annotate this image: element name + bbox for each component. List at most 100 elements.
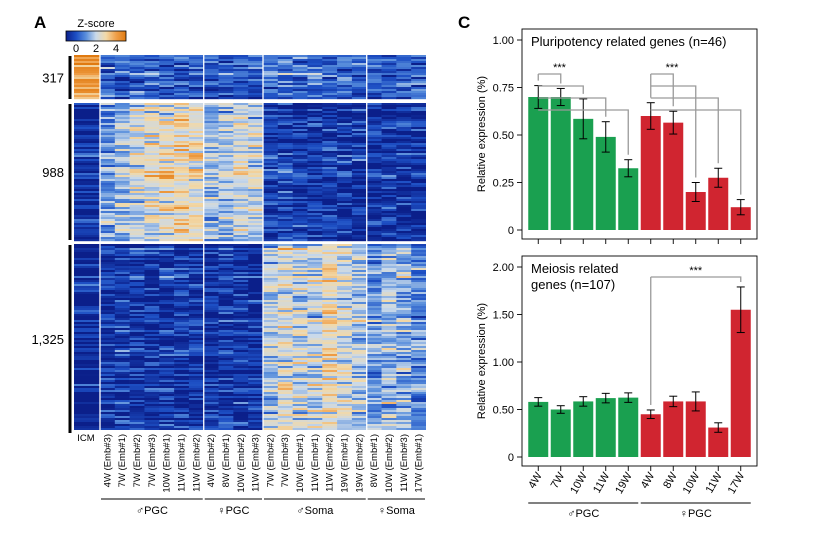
heatmap-cell [366,378,382,381]
heatmap-cell [366,260,382,263]
heatmap-cell [366,177,382,180]
heatmap-cell [174,292,190,295]
heatmap-cell [218,229,234,232]
heatmap-cell [248,318,264,321]
heatmap-cell [292,227,308,230]
heatmap-cell [233,368,249,371]
heatmap-cell [366,83,382,86]
heatmap-cell [174,237,190,240]
heatmap-cell [174,318,190,321]
plot-frame [521,28,758,240]
heatmap-cell [322,217,338,220]
heatmap-cell [351,398,368,401]
heatmap-cell [74,294,101,297]
heatmap-cell [74,370,101,373]
heatmap-cell [263,362,279,365]
heatmap-cell [129,360,145,363]
heatmap-cell [366,354,382,357]
heatmap-cell [366,414,382,417]
heatmap-cell [233,161,249,164]
heatmap-cell [159,85,175,88]
heatmap-cell [351,320,368,323]
heatmap-cell [263,83,279,86]
heatmap-cell [159,264,175,267]
heatmap-cell [144,143,160,146]
heatmap-cell [100,246,116,249]
heatmap-cell [188,179,205,182]
sample-column-label: 4W (Emb#2) [206,434,217,487]
heatmap-cell [381,55,397,58]
heatmap-cell [396,207,412,210]
heatmap-cell [263,388,279,391]
heatmap-cell [248,225,264,228]
heatmap-cell [188,77,205,80]
heatmap-cell [144,266,160,269]
heatmap-cell [159,412,175,415]
heatmap-cell [129,217,145,220]
heatmap-cell [396,175,412,178]
heatmap-cell [322,125,338,128]
significance-bracket [650,276,742,282]
heatmap-cell [114,352,130,355]
heatmap-cell [174,229,190,232]
heatmap-cell [307,336,323,339]
heatmap-cell [337,282,353,285]
heatmap-cell [218,131,234,134]
heatmap-cell [366,231,382,234]
heatmap-cell [114,131,130,134]
heatmap-cell [292,153,308,156]
heatmap-cell [74,340,101,343]
heatmap-cell [188,250,205,253]
heatmap-cell [233,296,249,299]
cluster-label: 1,325 [31,332,64,347]
heatmap-cell [278,430,293,432]
heatmap-cell [411,262,426,265]
heatmap-cell [203,165,219,168]
heatmap-cell [74,109,101,112]
heatmap-cell [144,87,160,90]
heatmap-cell [351,328,368,331]
heatmap-cell [100,330,116,333]
heatmap-cell [411,95,426,98]
heatmap-cell [129,294,145,297]
heatmap-cell [74,131,101,134]
heatmap-cell [277,274,293,277]
heatmap-cell [188,227,205,230]
heatmap-cell [188,306,205,309]
heatmap-cell [411,237,426,240]
heatmap-cell [277,91,293,94]
heatmap-cell [218,330,234,333]
heatmap-cell [159,256,175,259]
heatmap-cell [159,193,175,196]
heatmap-cell [263,260,279,263]
heatmap-cell [233,302,249,305]
heatmap-cell [188,364,205,367]
heatmap-cell [129,308,145,311]
heatmap-cell [203,205,219,208]
heatmap-cell [411,121,426,124]
heatmap-cell [292,59,308,62]
heatmap-cell [351,298,368,301]
heatmap-cell [100,107,116,110]
heatmap-cell [351,374,368,377]
heatmap-cell [233,159,249,162]
heatmap-cell [366,163,382,166]
heatmap-cell [351,422,368,425]
heatmap-cell [322,356,338,359]
heatmap-cell [218,195,234,198]
heatmap-cell [174,426,190,429]
heatmap-cell [381,161,397,164]
heatmap-cell [277,173,293,176]
heatmap-cell [322,213,338,216]
heatmap-cell [277,254,293,257]
heatmap-cell [307,344,323,347]
heatmap-cell [248,410,264,413]
heatmap-cell [381,73,397,76]
heatmap-cell [322,207,338,210]
heatmap-cell [203,420,219,423]
heatmap-cell [322,181,338,184]
heatmap-cell [100,418,116,421]
heatmap-cell [174,127,190,130]
heatmap-cell [188,91,205,94]
heatmap-cell [218,360,234,363]
